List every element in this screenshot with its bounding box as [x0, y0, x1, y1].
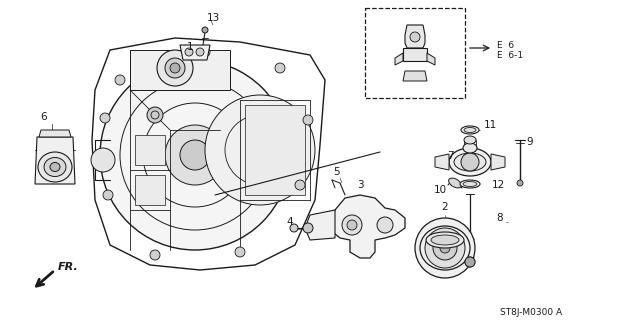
Circle shape: [91, 148, 115, 172]
Text: ST8J-M0300 A: ST8J-M0300 A: [500, 308, 562, 317]
Circle shape: [185, 48, 193, 56]
Circle shape: [150, 250, 160, 260]
Ellipse shape: [463, 181, 477, 187]
Polygon shape: [330, 195, 405, 258]
Circle shape: [165, 58, 185, 78]
Circle shape: [461, 153, 479, 171]
Ellipse shape: [454, 153, 486, 171]
Polygon shape: [435, 154, 449, 170]
Ellipse shape: [463, 143, 477, 153]
Text: 3: 3: [357, 180, 363, 190]
Circle shape: [103, 190, 113, 200]
Bar: [365, 8, 465, 98]
Text: 12: 12: [491, 180, 505, 190]
Polygon shape: [135, 135, 165, 165]
Circle shape: [115, 75, 125, 85]
Circle shape: [465, 257, 475, 267]
Circle shape: [275, 63, 285, 73]
Circle shape: [170, 63, 180, 73]
Circle shape: [377, 217, 393, 233]
Circle shape: [157, 50, 193, 86]
Polygon shape: [130, 50, 230, 90]
Ellipse shape: [420, 226, 470, 270]
Circle shape: [165, 125, 225, 185]
Text: 5: 5: [334, 167, 340, 177]
Polygon shape: [92, 38, 325, 270]
Text: 2: 2: [441, 202, 448, 212]
Polygon shape: [491, 154, 505, 170]
Ellipse shape: [465, 257, 475, 267]
Text: 13: 13: [206, 13, 220, 23]
Text: 7: 7: [447, 151, 454, 161]
Circle shape: [410, 32, 420, 42]
Text: 6: 6: [41, 112, 47, 122]
Circle shape: [200, 47, 210, 57]
Circle shape: [440, 243, 450, 253]
Circle shape: [303, 115, 313, 125]
Text: 10: 10: [433, 185, 447, 195]
Text: 4: 4: [287, 217, 293, 227]
Polygon shape: [35, 137, 75, 184]
Polygon shape: [305, 210, 335, 240]
Circle shape: [290, 224, 298, 232]
Polygon shape: [395, 53, 403, 65]
Circle shape: [517, 180, 523, 186]
Ellipse shape: [464, 127, 476, 132]
Circle shape: [303, 223, 313, 233]
Circle shape: [147, 107, 163, 123]
Text: FR.: FR.: [58, 262, 79, 272]
Ellipse shape: [426, 232, 464, 248]
Circle shape: [202, 27, 208, 33]
Text: 11: 11: [483, 120, 497, 130]
Circle shape: [196, 48, 204, 56]
Circle shape: [347, 220, 357, 230]
Polygon shape: [245, 105, 305, 195]
Polygon shape: [135, 175, 165, 205]
Ellipse shape: [50, 163, 60, 172]
Circle shape: [180, 140, 210, 170]
Ellipse shape: [449, 148, 491, 176]
Circle shape: [235, 247, 245, 257]
Polygon shape: [180, 45, 210, 60]
Polygon shape: [427, 53, 435, 65]
Circle shape: [205, 95, 315, 205]
Polygon shape: [405, 25, 425, 48]
Ellipse shape: [464, 136, 476, 144]
Ellipse shape: [38, 152, 72, 182]
Text: 8: 8: [497, 213, 503, 223]
Polygon shape: [403, 48, 427, 61]
Circle shape: [100, 113, 110, 123]
Circle shape: [425, 228, 465, 268]
Ellipse shape: [460, 180, 480, 188]
Circle shape: [415, 218, 475, 278]
Ellipse shape: [461, 126, 479, 134]
Ellipse shape: [44, 157, 66, 177]
Circle shape: [100, 60, 290, 250]
Ellipse shape: [431, 235, 459, 245]
Circle shape: [433, 236, 457, 260]
Text: 9: 9: [527, 137, 533, 147]
Circle shape: [342, 215, 362, 235]
Text: 1: 1: [187, 42, 193, 52]
Text: E  6-1: E 6-1: [497, 51, 523, 60]
Text: E  6: E 6: [497, 41, 514, 50]
Ellipse shape: [448, 178, 461, 188]
Circle shape: [295, 180, 305, 190]
Polygon shape: [39, 130, 71, 137]
Polygon shape: [403, 71, 427, 81]
